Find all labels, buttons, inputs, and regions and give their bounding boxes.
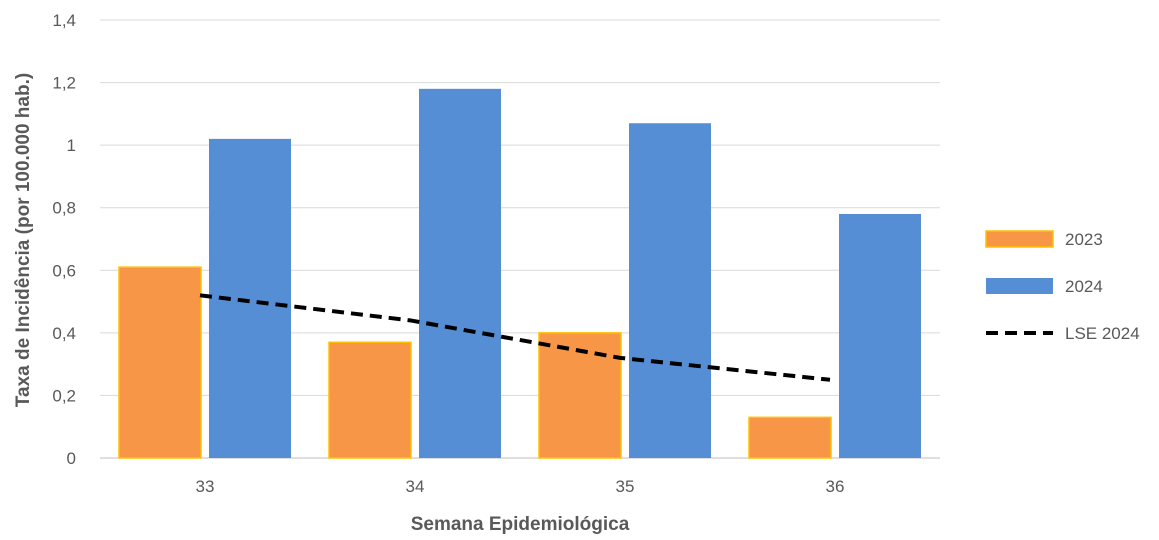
y-tick-label: 1,2 bbox=[52, 74, 76, 93]
x-tick-label: 33 bbox=[196, 477, 215, 496]
bar-2023-36 bbox=[748, 416, 832, 459]
bar-2024-35 bbox=[629, 123, 711, 458]
y-tick-label: 0,6 bbox=[52, 261, 76, 280]
legend-label-lse-2024: LSE 2024 bbox=[1065, 324, 1140, 343]
y-axis-ticks: 0 0,2 0,4 0,6 0,8 1 1,2 1,4 bbox=[52, 11, 76, 468]
bar-2024-36 bbox=[839, 213, 921, 458]
lse-line-layer bbox=[199, 293, 831, 382]
x-tick-label: 36 bbox=[826, 477, 845, 496]
legend-label-2024: 2024 bbox=[1065, 277, 1103, 296]
bar-2023-35 bbox=[538, 332, 622, 459]
y-tick-label: 0,4 bbox=[52, 324, 76, 343]
bar-2024-34 bbox=[419, 88, 501, 458]
y-axis-title: Taxa de Incidência (por 100.000 hab.) bbox=[13, 73, 34, 407]
bars bbox=[118, 88, 921, 459]
x-axis-ticks: 33 34 35 36 bbox=[196, 477, 845, 496]
y-tick-label: 1 bbox=[67, 136, 76, 155]
x-axis-title: Semana Epidemiológica bbox=[411, 514, 630, 535]
y-tick-label: 0,8 bbox=[52, 199, 76, 218]
y-tick-label: 1,4 bbox=[52, 11, 76, 30]
lse-2024-line bbox=[199, 293, 831, 382]
y-tick-label: 0,2 bbox=[52, 386, 76, 405]
bar-2023-34 bbox=[328, 341, 412, 459]
y-tick-label: 0 bbox=[67, 449, 76, 468]
legend-swatch-2023 bbox=[985, 230, 1054, 248]
legend-swatch-2024 bbox=[986, 278, 1053, 294]
legend: 2023 2024 LSE 2024 bbox=[985, 230, 1140, 343]
x-tick-label: 35 bbox=[616, 477, 635, 496]
x-tick-label: 34 bbox=[406, 477, 425, 496]
bar-2023-33 bbox=[118, 266, 202, 459]
legend-label-2023: 2023 bbox=[1065, 230, 1103, 249]
